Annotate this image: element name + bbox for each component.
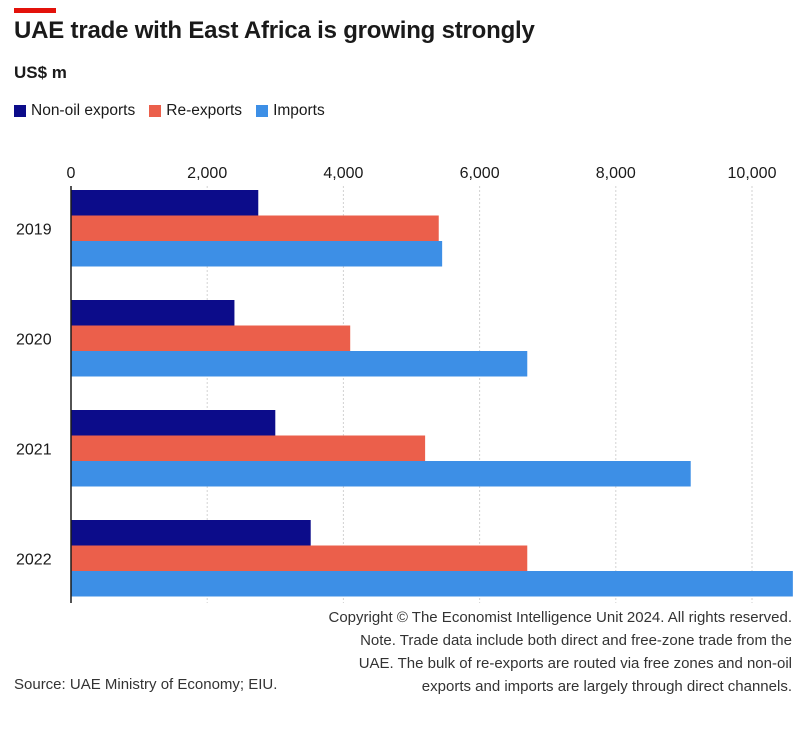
x-tick-label-0: 0 bbox=[67, 165, 76, 182]
category-label-2021: 2021 bbox=[16, 441, 52, 458]
accent-bar bbox=[14, 8, 56, 13]
category-label-2022: 2022 bbox=[16, 551, 52, 568]
x-tick-label-6000: 6,000 bbox=[460, 165, 500, 182]
bar-non-oil-exports-2020 bbox=[71, 300, 235, 326]
legend-swatch-non-oil-exports bbox=[14, 105, 26, 117]
bar-non-oil-exports-2019 bbox=[71, 190, 259, 216]
legend-swatch-re-exports bbox=[149, 105, 162, 117]
bar-re-exports-2019 bbox=[71, 215, 439, 241]
source-text: Source: UAE Ministry of Economy; EIU. bbox=[14, 676, 278, 693]
bar-imports-2020 bbox=[71, 351, 528, 377]
legend-label-re-exports: Re-exports bbox=[166, 102, 243, 119]
bar-re-exports-2021 bbox=[71, 435, 426, 461]
bar-non-oil-exports-2022 bbox=[71, 520, 311, 546]
x-tick-label-10000: 10,000 bbox=[728, 165, 777, 182]
notes: Copyright © The Economist Intelligence U… bbox=[322, 606, 792, 698]
x-tick-label-4000: 4,000 bbox=[323, 165, 363, 182]
bar-re-exports-2022 bbox=[71, 545, 528, 571]
x-tick-label-2000: 2,000 bbox=[187, 165, 227, 182]
bar-imports-2021 bbox=[71, 461, 691, 487]
x-tick-label-8000: 8,000 bbox=[596, 165, 636, 182]
chart-title: UAE trade with East Africa is growing st… bbox=[14, 17, 535, 44]
category-label-2019: 2019 bbox=[16, 221, 52, 238]
legend-label-imports: Imports bbox=[273, 102, 325, 119]
legend-item-non-oil-exports: Non-oil exports bbox=[14, 102, 135, 120]
category-label-2020: 2020 bbox=[16, 331, 52, 348]
legend-label-non-oil-exports: Non-oil exports bbox=[31, 102, 136, 119]
legend-swatch-imports bbox=[256, 105, 269, 117]
bar-non-oil-exports-2021 bbox=[71, 410, 276, 436]
unit-label: US$ m bbox=[14, 63, 67, 82]
legend: Non-oil exports Re-exports Imports bbox=[14, 102, 339, 120]
bar-re-exports-2020 bbox=[71, 325, 351, 351]
legend-item-imports: Imports bbox=[256, 102, 325, 120]
bar-imports-2022 bbox=[71, 571, 793, 597]
copyright-text: Copyright © The Economist Intelligence U… bbox=[328, 609, 792, 626]
legend-item-re-exports: Re-exports bbox=[149, 102, 242, 120]
note-text: Note. Trade data include both direct and… bbox=[358, 632, 792, 695]
bar-imports-2019 bbox=[71, 241, 443, 267]
